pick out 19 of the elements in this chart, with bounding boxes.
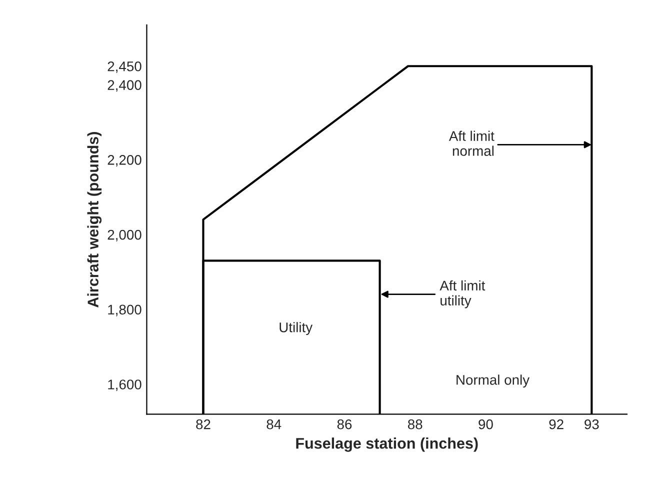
y-tick-label: 2,000 (108, 230, 142, 242)
annotation: Aft limit utility (440, 280, 486, 308)
y-tick-label: 2,450 (108, 61, 142, 73)
x-tick-label: 82 (196, 419, 210, 430)
y-tick-label: 2,200 (108, 155, 142, 166)
y-tick-label: 1,800 (108, 304, 142, 316)
x-axis-title: Fuselage station (inches) (296, 438, 478, 452)
x-tick-label: 93 (584, 419, 599, 430)
x-tick-label: 84 (266, 419, 282, 430)
y-tick-label: 2,400 (108, 80, 142, 92)
annotation: Aft limit normal (448, 130, 494, 156)
x-tick-label: 92 (549, 419, 564, 430)
y-axis-title: Aircraft weight (pounds) (87, 132, 102, 308)
x-tick-label: 86 (337, 419, 352, 430)
x-tick-label: 90 (478, 419, 493, 430)
annotation: Normal only (456, 374, 530, 388)
annotation: Utility (280, 322, 313, 336)
y-tick-label: 1,600 (108, 380, 142, 392)
x-tick-label: 88 (408, 419, 422, 430)
